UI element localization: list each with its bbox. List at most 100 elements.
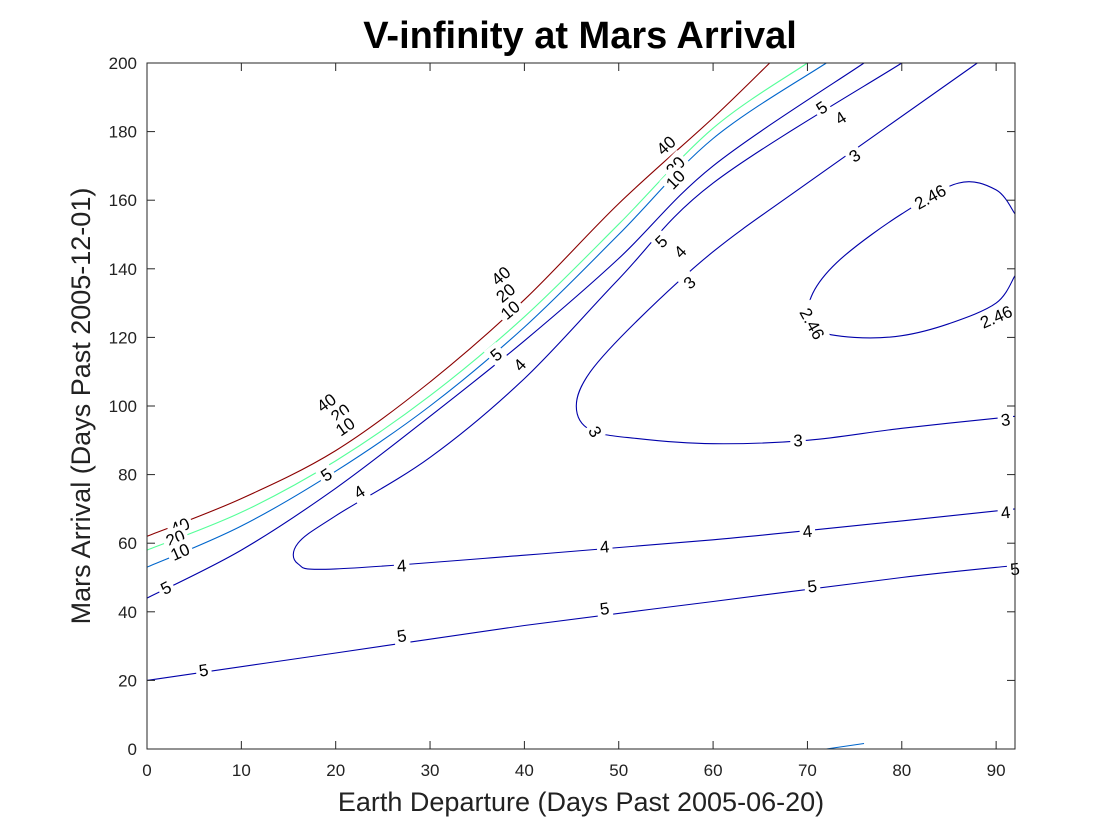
x-axis-ticks: 0 10 20 30 40 50 60 70 80 90 xyxy=(142,63,1006,780)
y-tick-label: 60 xyxy=(118,534,137,553)
contour-label: 5 xyxy=(198,661,210,681)
contour-label: 5 xyxy=(396,626,408,646)
contour-label-group: 5 xyxy=(809,94,834,121)
contour-label-bg xyxy=(905,177,955,217)
contour-label: 4 xyxy=(1000,503,1011,523)
x-tick-label: 80 xyxy=(892,761,911,780)
contour-label-bg xyxy=(154,575,178,601)
y-tick-label: 160 xyxy=(109,191,137,210)
x-axis-label: Earth Departure (Days Past 2005-06-20) xyxy=(338,787,824,817)
contour-label-bg xyxy=(324,397,357,429)
contour-label: 4 xyxy=(396,556,407,576)
contour-label-bg xyxy=(798,520,817,542)
contour-label: 4 xyxy=(802,522,813,542)
contour-label-group: 4 xyxy=(667,239,693,265)
x-tick-label: 20 xyxy=(326,761,345,780)
contour-lines xyxy=(146,62,1016,750)
contour-label-group: 5 xyxy=(595,597,614,620)
x-tick-label: 90 xyxy=(987,761,1006,780)
contour-label: 4 xyxy=(599,537,610,557)
contour-label-bg xyxy=(809,94,834,121)
y-tick-label: 200 xyxy=(109,54,137,73)
contour-label-bg xyxy=(489,277,522,309)
contour-label-bg xyxy=(996,408,1015,431)
y-axis-label: Mars Arrival (Days Past 2005-12-01) xyxy=(66,188,96,625)
contour-label-group: 4 xyxy=(996,501,1015,524)
y-tick-label: 180 xyxy=(109,123,137,142)
contour-label-bg xyxy=(596,535,614,558)
contour-label-bg xyxy=(314,461,339,488)
contour-label-bg xyxy=(347,479,372,505)
contour-label-group: 3 xyxy=(582,419,608,444)
contour-label-bg xyxy=(494,294,527,326)
contour-label-group: 5 xyxy=(194,659,213,682)
contour-label-bg xyxy=(310,387,343,419)
contour-label-bg xyxy=(392,624,411,647)
x-tick-label: 10 xyxy=(232,761,251,780)
contour-label-group: 5 xyxy=(483,341,509,368)
contour-label-bg xyxy=(393,554,411,577)
contour-label-bg xyxy=(659,163,692,196)
y-tick-label: 120 xyxy=(109,328,137,347)
y-tick-label: 20 xyxy=(118,671,137,690)
contour-line xyxy=(826,742,865,750)
contour-label-bg xyxy=(677,269,702,296)
x-tick-label: 60 xyxy=(704,761,723,780)
contour-line xyxy=(146,564,1016,681)
y-tick-label: 0 xyxy=(128,740,137,759)
contour-label-bg xyxy=(649,129,682,162)
contour-label: 5 xyxy=(599,599,611,619)
contour-label-group: 4 xyxy=(393,554,411,577)
contour-label: 3 xyxy=(793,431,803,450)
contour-line xyxy=(146,62,808,551)
contour-line xyxy=(146,62,827,568)
contour-line xyxy=(146,62,771,537)
contour-label-bg xyxy=(803,575,822,598)
contour-label-bg xyxy=(828,105,853,131)
contour-line xyxy=(146,62,865,599)
contour-label-group: 2.46 xyxy=(905,177,955,217)
contour-label-bg xyxy=(329,411,362,442)
y-tick-label: 80 xyxy=(118,466,137,485)
contour-label: 5 xyxy=(806,577,818,597)
contour-label: 3 xyxy=(1000,410,1011,430)
contour-label-group: 5 xyxy=(803,575,822,598)
contour-label-bg xyxy=(484,259,517,292)
y-tick-label: 40 xyxy=(118,603,137,622)
contour-label-group: 3 xyxy=(677,269,702,296)
plot-frame xyxy=(146,62,1016,750)
contour-label-bg xyxy=(842,142,867,169)
contour-label-bg xyxy=(648,228,674,254)
contour-label-group: 3 xyxy=(996,408,1015,431)
contour-label-group: 4 xyxy=(798,520,817,542)
contour-label-group: 4 xyxy=(507,352,533,378)
contour-label-group: 2.46 xyxy=(792,299,832,348)
x-tick-label: 30 xyxy=(421,761,440,780)
chart-title: V-infinity at Mars Arrival xyxy=(363,15,797,57)
x-tick-label: 0 xyxy=(142,761,151,780)
contour-line xyxy=(292,62,1016,570)
contour-label-group: 5 xyxy=(648,228,674,254)
y-axis-ticks: 0 20 40 60 80 100 120 140 160 180 200 xyxy=(109,54,1015,759)
contour-label-bg xyxy=(789,430,807,451)
contour-label-bg xyxy=(507,352,533,378)
contour-line xyxy=(575,62,1016,445)
contour-label-group: 5 xyxy=(392,624,411,647)
y-tick-label: 140 xyxy=(109,260,137,279)
contour-labels: 4040404020202020101010105555555555444444… xyxy=(154,94,1024,682)
contour-label-group: 5 xyxy=(314,461,339,488)
contour-label-group: 4 xyxy=(828,105,853,131)
contour-label-bg xyxy=(582,419,608,444)
x-tick-label: 50 xyxy=(609,761,628,780)
contour-label-bg xyxy=(971,298,1021,335)
contour-label-group: 3 xyxy=(842,142,867,169)
contour-label: 2.46 xyxy=(977,302,1015,333)
x-tick-label: 40 xyxy=(515,761,534,780)
contour-label-group: 2.46 xyxy=(971,298,1021,335)
contour-label-bg xyxy=(792,299,832,348)
y-tick-label: 100 xyxy=(109,397,137,416)
contour-label-bg xyxy=(194,659,213,682)
contour-label-bg xyxy=(483,341,509,368)
